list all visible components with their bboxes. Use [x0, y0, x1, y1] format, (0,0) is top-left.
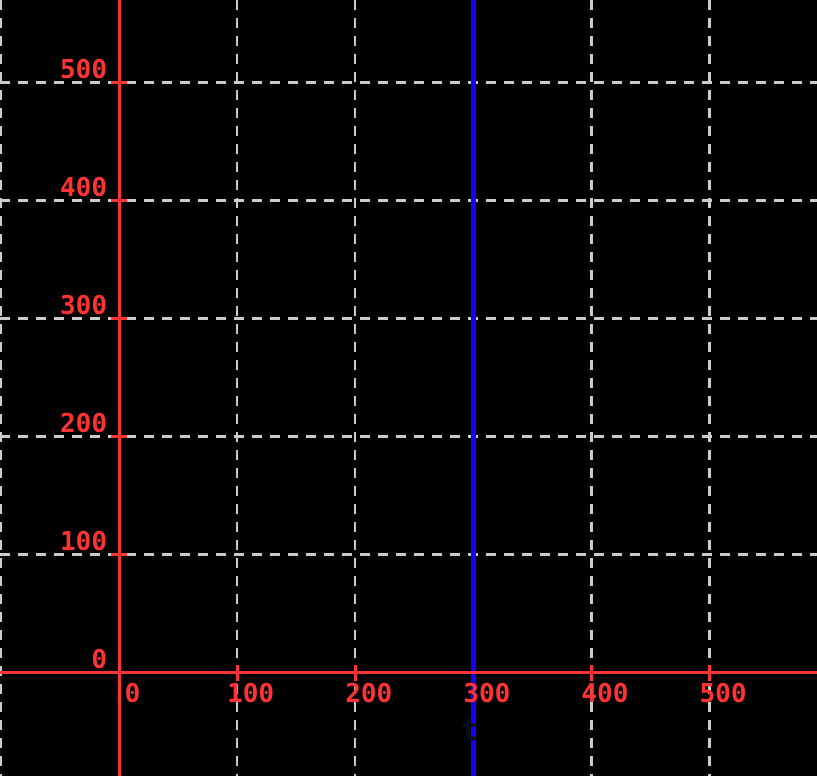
x-axis-label-500: 500 [699, 679, 747, 709]
gridline-y-500 [0, 81, 817, 84]
x-axis-label-400: 400 [581, 679, 629, 709]
gridline-x-200 [353, 0, 357, 776]
x-axis-label-0: 0 [124, 679, 141, 709]
y-axis-label-500: 500 [60, 55, 107, 85]
y-axis-label-400: 400 [60, 173, 107, 203]
gridline-y-200 [0, 435, 817, 438]
y-axis-label-200: 200 [60, 409, 107, 439]
y-axis-label-100: 100 [60, 527, 107, 557]
gridline-y-400 [0, 199, 817, 202]
x-axis-label-200: 200 [345, 679, 393, 709]
x-axis [0, 671, 817, 674]
gridline-x-400 [590, 0, 593, 776]
plot-line-x-300 [470, 0, 476, 776]
gridline-y-100 [0, 553, 817, 556]
gridline-y-300 [0, 317, 817, 320]
gridline-x-100 [235, 0, 239, 776]
x-axis-label-300: 300 [463, 679, 511, 709]
gridline-x--100 [0, 0, 3, 776]
x-axis-label-100: 100 [227, 679, 275, 709]
y-axis-label-0: 0 [91, 645, 107, 675]
gridline-x-500 [708, 0, 711, 776]
y-axis [117, 0, 121, 776]
cursor-mark-glyph: t [460, 713, 479, 748]
y-axis-label-300: 300 [60, 291, 107, 321]
